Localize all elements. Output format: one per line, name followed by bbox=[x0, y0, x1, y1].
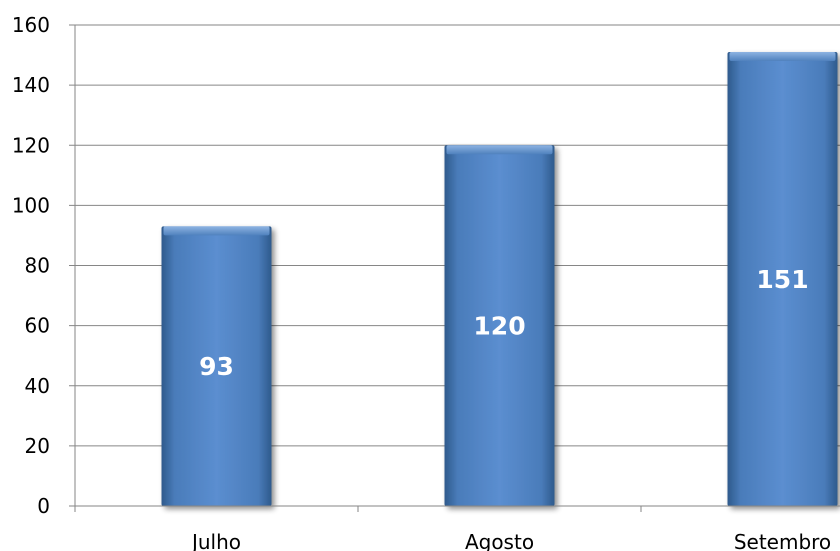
y-tick-label: 160 bbox=[12, 13, 50, 37]
y-tick-label: 60 bbox=[25, 314, 50, 338]
x-category-label: Agosto bbox=[465, 530, 534, 551]
bar-highlight bbox=[446, 145, 553, 155]
bar-highlight bbox=[729, 52, 836, 62]
y-tick-label: 20 bbox=[25, 434, 50, 458]
bar-value-label: 93 bbox=[199, 352, 234, 381]
bar-value-label: 151 bbox=[756, 265, 808, 294]
x-category-label: Setembro bbox=[734, 530, 831, 551]
bar-agosto bbox=[444, 145, 555, 506]
bar-setembro bbox=[727, 52, 838, 507]
bar-value-label: 120 bbox=[473, 312, 525, 341]
bar-julho bbox=[161, 226, 272, 506]
y-axis: 0 20 40 60 80 100 120 140 160 bbox=[12, 13, 76, 518]
y-tick-label: 40 bbox=[25, 374, 50, 398]
y-tick-label: 140 bbox=[12, 73, 50, 97]
y-tick-label: 120 bbox=[12, 133, 50, 157]
bar-group bbox=[444, 145, 555, 506]
bar-group bbox=[161, 226, 272, 506]
y-tick-label: 80 bbox=[25, 254, 50, 278]
x-axis: Julho Agosto Setembro bbox=[74, 505, 840, 551]
y-tick-label: 0 bbox=[37, 494, 50, 518]
bar-group bbox=[727, 52, 838, 507]
bars: 93 120 151 bbox=[161, 52, 838, 507]
bar-highlight bbox=[163, 226, 270, 236]
x-category-label: Julho bbox=[190, 530, 241, 551]
y-tick-label: 100 bbox=[12, 193, 50, 217]
